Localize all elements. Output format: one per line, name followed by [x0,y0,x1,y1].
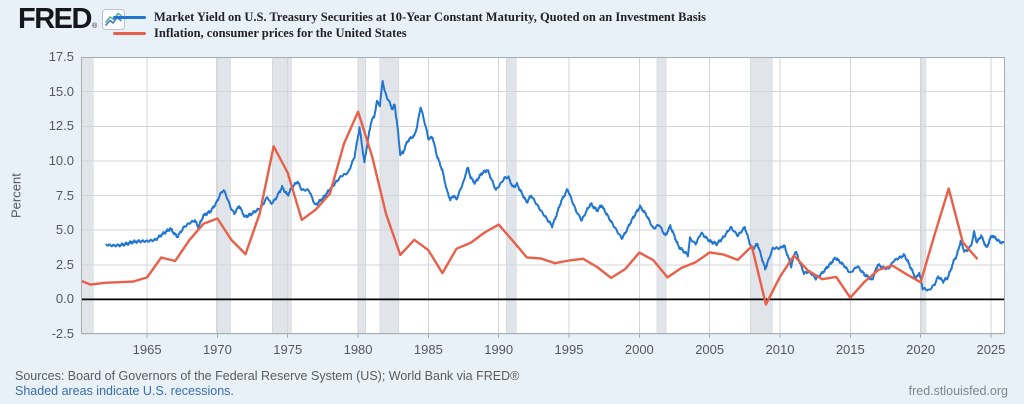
x-tick-label: 1995 [554,342,584,357]
y-tick-label: 5.0 [55,222,74,238]
x-tick-label: 2015 [835,342,865,357]
sources-text: Sources: Board of Governors of the Feder… [15,369,520,383]
fred-logo[interactable]: FRED ® [18,3,126,35]
chart-plot-area[interactable] [75,56,1006,340]
line-chart-icon [102,9,126,30]
x-tick-label: 2010 [765,342,795,357]
x-tick-label: 2025 [976,342,1006,357]
legend-swatch-inflation [113,31,146,35]
y-axis-tick-labels: -2.5 0.0 2.5 5.0 7.5 10.0 12.5 15.0 17.5 [0,50,74,341]
x-axis-tick-labels: 1965 1970 1975 1980 1985 1990 1995 2000 2005 2010… [81,342,1006,358]
y-tick-label: 12.5 [48,118,74,134]
plot-border [81,57,1005,334]
y-tick-label: 0.0 [55,291,74,307]
series-line-0 [105,80,1006,292]
legend-item-treasury-yield[interactable]: Market Yield on U.S. Treasury Securities… [113,9,706,25]
y-tick-label: -2.5 [51,326,74,341]
x-tick-label: 1990 [484,342,514,357]
registered-mark: ® [91,23,98,30]
x-tick-label: 1980 [343,342,373,357]
y-tick-label: 10.0 [48,152,74,168]
y-tick-label: 15.0 [48,83,74,99]
legend: Market Yield on U.S. Treasury Securities… [113,9,706,41]
x-tick-label: 1970 [202,342,232,357]
x-tick-label: 2000 [624,342,654,357]
legend-swatch-treasury-yield [113,15,146,19]
legend-label-inflation: Inflation, consumer prices for the Unite… [154,25,407,40]
x-tick-label: 1985 [413,342,443,357]
recessions-link[interactable]: Shaded areas indicate U.S. recessions. [15,384,234,398]
x-tick-label: 2005 [695,342,725,357]
legend-item-inflation[interactable]: Inflation, consumer prices for the Unite… [113,25,706,41]
y-tick-label: 17.5 [48,49,74,64]
series-line-1 [75,110,979,306]
legend-label-treasury-yield: Market Yield on U.S. Treasury Securities… [154,9,706,24]
x-tick-label: 2020 [906,342,936,357]
fred-logo-text: FRED [18,3,92,35]
x-tick-label: 1975 [273,342,303,357]
x-tick-label: 1965 [132,342,162,357]
y-tick-label: 7.5 [55,187,74,203]
y-tick-label: 2.5 [55,256,74,272]
site-link[interactable]: fred.stlouisfed.org [908,384,1008,398]
